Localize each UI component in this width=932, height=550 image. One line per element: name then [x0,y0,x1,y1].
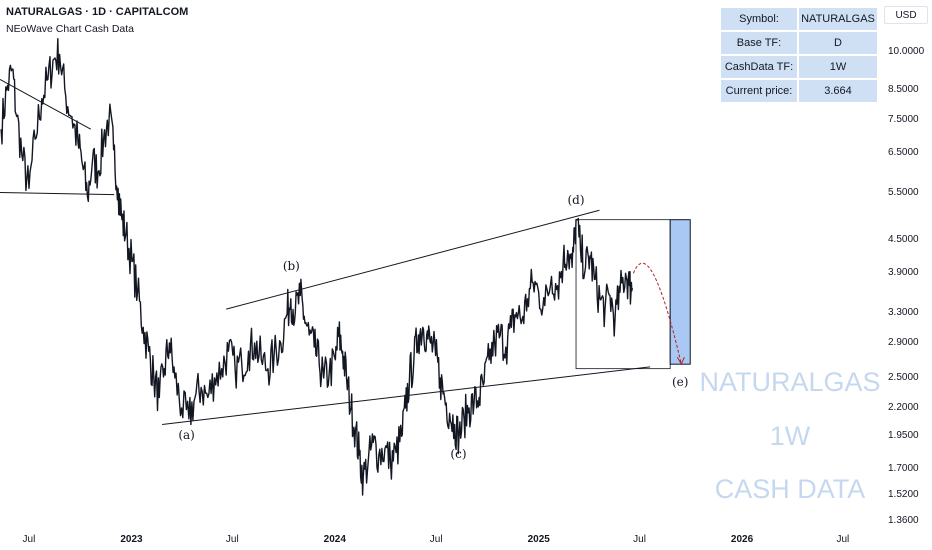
price-tick-label: 10.0000 [888,46,925,57]
price-tick-label: 3.3000 [888,306,919,318]
info-table: Symbol: NATURALGAS Base TF: D CashData T… [719,6,879,104]
price-tick-label: 5.5000 [888,186,919,198]
price-axis[interactable]: 10.0000 8.5000 7.5000 6.5000 5.5000 4.5000 3.9… [888,0,932,530]
table-row: CashData TF: 1W [721,56,877,78]
price-tick-label: 3.9000 [888,267,919,279]
table-row: Base TF: D [721,32,877,54]
time-tick-label: 2026 [730,534,754,545]
watermark-caption: CASH DATA [714,474,866,504]
chart-title: NATURALGAS · 1D · CAPITALCOM [6,6,189,18]
time-tick-label: Jul [633,534,646,545]
wave-label: (e) [671,374,689,389]
time-tick-label: Jul [429,534,443,545]
wave-label: (b) [282,259,300,274]
time-tick-label: 2025 [527,534,550,545]
projection-arrowhead [676,356,685,366]
price-tick-label: 2.5000 [888,371,919,383]
price-tick-label: 1.3600 [888,515,919,526]
price-tick-label: 7.5000 [888,113,919,125]
price-tick-label: 1.7000 [888,462,919,474]
table-value: 1W [799,56,877,78]
table-value: NATURALGAS [799,8,877,30]
table-row: Symbol: NATURALGAS [721,8,877,30]
wave-label: (c) [450,447,467,462]
price-tick-label: 2.9000 [888,336,919,348]
table-key: Base TF: [721,32,797,54]
table-key: Current price: [721,80,797,102]
watermark-timeframe: 1W [769,421,811,451]
table-value: D [799,32,877,54]
time-tick-label: Jul [225,534,239,545]
time-tick-label: Jul [836,534,850,545]
time-axis[interactable]: Jul 2023 Jul 2024 Jul 2025 Jul 2026 Jul [0,530,888,550]
indicator-title: NEoWave Chart Cash Data [6,23,134,35]
wave-label: (d) [567,193,585,208]
price-tick-label: 8.5000 [888,84,919,96]
table-value: 3.664 [799,80,877,102]
projection-box [575,219,671,370]
projection-arc [632,262,682,365]
table-row: Current price: 3.664 [721,80,877,102]
time-tick-label: 2024 [323,534,346,545]
trendline [0,192,115,196]
time-tick-label: Jul [22,534,36,545]
table-key: Symbol: [721,8,797,30]
price-tick-label: 6.5000 [888,147,919,159]
wave-label: (a) [178,428,195,443]
table-key: CashData TF: [721,56,797,78]
price-tick-label: 1.5200 [888,488,919,500]
time-tick-label: 2023 [120,534,143,545]
price-line [0,38,633,496]
target-zone [669,219,691,365]
watermark-symbol: NATURALGAS [699,367,881,397]
price-tick-label: 1.9500 [888,430,919,442]
price-tick-label: 2.2000 [888,401,919,413]
price-tick-label: 4.5000 [888,233,919,245]
currency-button[interactable]: USD [884,6,928,24]
